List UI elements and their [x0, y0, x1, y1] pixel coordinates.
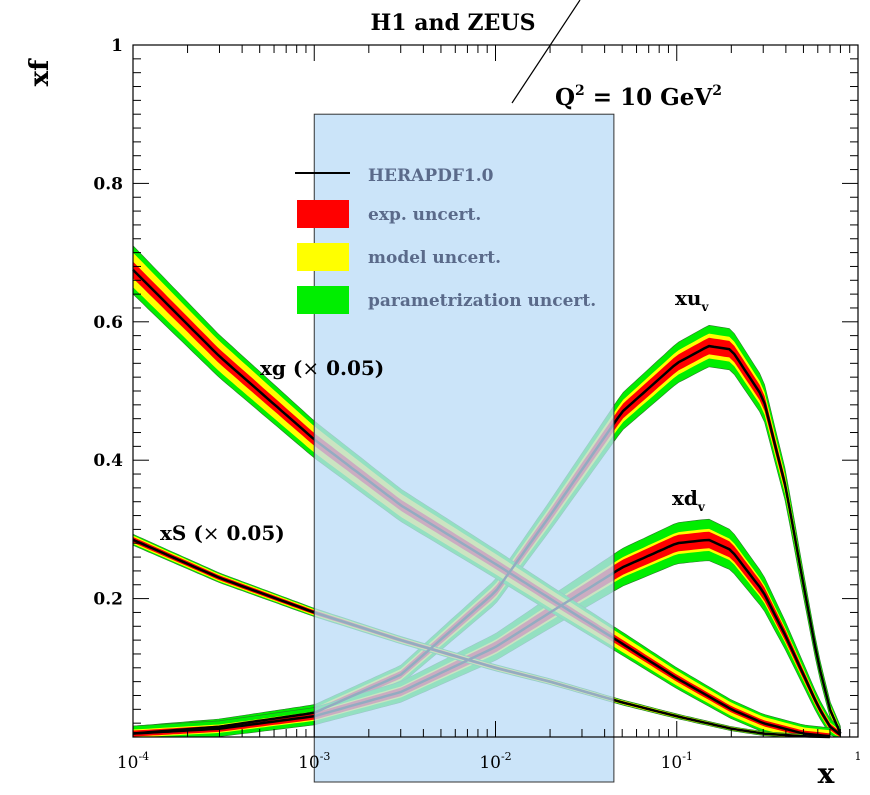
y-tick-label: 0.8 [93, 174, 123, 194]
highlight-region [313, 113, 615, 783]
q2-mid: = 10 GeV [585, 84, 714, 111]
legend-swatch-exp [297, 200, 349, 228]
y-tick-label: 1 [111, 36, 123, 56]
x-tick-labels: 10-4 10-3 10-2 10-1 1 [117, 750, 862, 773]
q2-q-exp: 2 [575, 83, 585, 99]
y-tick-label: 0.6 [93, 313, 123, 333]
x-tick-label: 1 [855, 750, 862, 763]
q2-q: Q [555, 84, 575, 111]
q2-annotation: Q2 = 10 GeV2 [555, 83, 722, 111]
y-tick-label: 0.4 [93, 451, 123, 471]
x-tick-label: 10-4 [117, 750, 149, 773]
label-xuv: xuv [675, 286, 709, 314]
legend: HERAPDF1.0 exp. uncert. model uncert. pa… [295, 166, 596, 314]
x-tick-label: 10-1 [661, 750, 693, 773]
axis-ticks [132, 44, 858, 738]
x-tick-label: 10-3 [298, 750, 330, 773]
callout-line [511, 0, 581, 104]
x-axis-label: x [818, 757, 835, 790]
label-xdv: xdv [672, 486, 706, 514]
legend-swatch-model [297, 243, 349, 271]
legend-label-param: parametrization uncert. [368, 291, 596, 311]
legend-swatch-param [297, 286, 349, 314]
y-tick-labels: 0.2 0.4 0.6 0.8 1 [93, 36, 123, 610]
legend-label-exp: exp. uncert. [368, 205, 481, 225]
chart-title: H1 and ZEUS [371, 10, 536, 36]
legend-label-central: HERAPDF1.0 [368, 166, 494, 186]
x-tick-label: 10-2 [479, 750, 511, 773]
label-xs: xS (× 0.05) [160, 521, 285, 545]
legend-label-model: model uncert. [368, 248, 501, 268]
y-tick-label: 0.2 [93, 590, 123, 610]
label-xg: xg (× 0.05) [260, 356, 384, 380]
q2-gev-exp: 2 [712, 83, 722, 99]
y-axis-label: xf [25, 58, 55, 87]
